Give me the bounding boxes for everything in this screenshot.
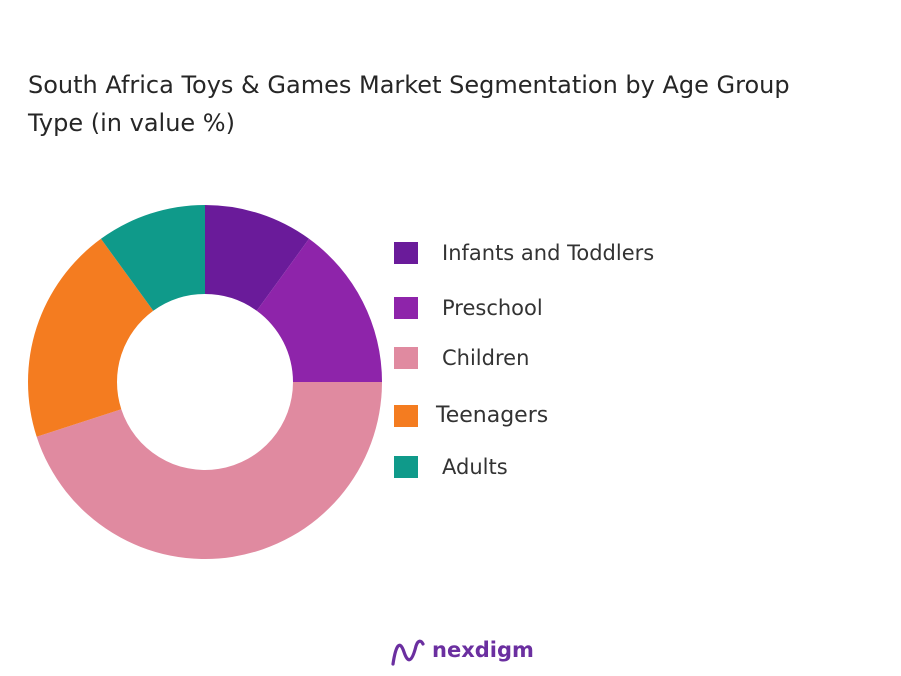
legend-swatch [394,242,418,264]
legend-swatch [394,297,418,319]
brand-name: nexdigm [432,638,534,662]
brand-footer: nexdigm [390,636,534,670]
legend-label: Teenagers [436,403,549,428]
legend-item-children: Children [394,343,734,373]
donut-slice-teenagers [28,238,154,437]
legend-label: Adults [442,455,508,479]
legend-item-infants-and-toddlers: Infants and Toddlers [394,238,734,268]
legend-label: Infants and Toddlers [442,241,655,265]
donut-slice-adults [100,205,205,311]
legend-item-preschool: Preschool [394,293,734,323]
nexdigm-logo-icon [391,639,425,666]
legend-item-teenagers: Teenagers [394,401,734,431]
legend-label: Preschool [442,296,543,320]
page-title: South Africa Toys & Games Market Segment… [28,71,790,137]
legend-item-adults: Adults [394,452,734,482]
donut-slice-preschool [256,238,382,382]
legend-swatch [394,405,418,427]
donut-slice-children [36,382,383,559]
donut-slice-infants-and-toddlers [205,205,310,311]
legend-swatch [394,456,418,478]
legend-label: Children [442,346,530,370]
legend-swatch [394,347,418,369]
donut-slices [28,205,383,559]
